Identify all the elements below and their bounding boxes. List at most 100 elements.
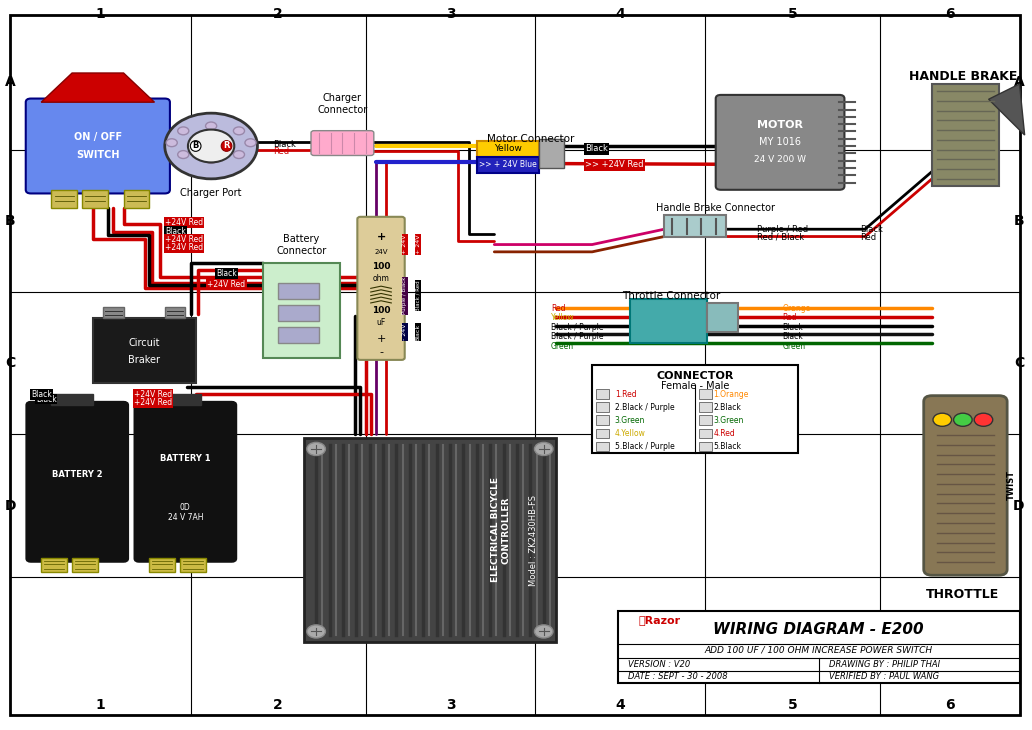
Text: +: + <box>377 232 386 242</box>
Text: 100: 100 <box>372 306 390 315</box>
Text: DATE : SEPT - 30 - 2008: DATE : SEPT - 30 - 2008 <box>628 672 728 681</box>
Circle shape <box>307 625 325 638</box>
Text: 6: 6 <box>945 698 955 712</box>
Text: +: + <box>377 334 386 345</box>
Text: B: B <box>5 214 15 228</box>
FancyBboxPatch shape <box>716 95 844 190</box>
Text: +24V Red: +24V Red <box>165 235 203 244</box>
Circle shape <box>178 127 189 135</box>
Text: D: D <box>5 499 17 512</box>
Text: Black / Red: Black / Red <box>416 280 421 311</box>
Text: MY 1016: MY 1016 <box>760 137 801 147</box>
Circle shape <box>245 139 256 147</box>
Circle shape <box>307 442 325 456</box>
Circle shape <box>974 413 993 426</box>
Text: WIRING DIAGRAM - E200: WIRING DIAGRAM - E200 <box>713 622 924 637</box>
Text: ⓇRazor: ⓇRazor <box>639 615 680 626</box>
Text: Black: Black <box>165 227 186 236</box>
Text: Handle Brake Connector: Handle Brake Connector <box>656 203 775 213</box>
Circle shape <box>535 442 553 456</box>
Text: 3.Green: 3.Green <box>615 416 645 425</box>
Text: 5: 5 <box>788 698 798 712</box>
Text: ADD 100 UF / 100 OHM INCREASE POWER SWITCH: ADD 100 UF / 100 OHM INCREASE POWER SWIT… <box>705 645 933 654</box>
Text: Black: Black <box>31 390 52 399</box>
Text: 4: 4 <box>615 7 625 21</box>
Circle shape <box>188 130 234 162</box>
Text: Braker: Braker <box>128 356 160 365</box>
Bar <box>303 438 556 642</box>
Bar <box>72 558 98 572</box>
Circle shape <box>205 122 217 130</box>
Text: BATTERY 2: BATTERY 2 <box>52 469 102 479</box>
Text: 24 V 200 W: 24 V 200 W <box>754 155 806 164</box>
Bar <box>592 365 798 453</box>
Text: Circuit: Circuit <box>128 337 160 347</box>
Bar <box>52 190 77 208</box>
Circle shape <box>933 413 952 426</box>
Text: THROTTLE: THROTTLE <box>927 588 999 602</box>
Bar <box>539 139 565 168</box>
Text: 2.Black: 2.Black <box>714 403 742 412</box>
Text: VERSION : V20: VERSION : V20 <box>628 660 690 669</box>
Text: A: A <box>1013 75 1025 89</box>
Text: VERIFIED BY : PAUL WANG: VERIFIED BY : PAUL WANG <box>829 672 939 681</box>
Text: - 24V: - 24V <box>402 324 408 340</box>
Text: Green: Green <box>782 342 806 350</box>
Text: Red: Red <box>860 233 876 242</box>
Text: ELECTRICAL BICYCLE
CONTROLLER: ELECTRICAL BICYCLE CONTROLLER <box>491 477 510 583</box>
Text: Orange: Orange <box>782 304 811 312</box>
Polygon shape <box>41 73 155 102</box>
Bar <box>477 141 539 157</box>
Bar <box>160 394 201 405</box>
Bar <box>618 611 1020 683</box>
Bar <box>665 215 725 237</box>
Text: Red: Red <box>551 304 566 312</box>
Bar <box>700 429 712 438</box>
Text: D: D <box>1013 499 1025 512</box>
Text: B: B <box>193 142 199 150</box>
Text: C: C <box>5 356 15 370</box>
Bar <box>93 318 196 383</box>
Bar <box>165 307 186 318</box>
Text: 5: 5 <box>788 7 798 21</box>
Bar <box>83 190 108 208</box>
Bar <box>124 190 150 208</box>
Text: HANDLE BRAKE: HANDLE BRAKE <box>908 70 1018 83</box>
Circle shape <box>233 150 245 158</box>
Bar <box>596 402 609 412</box>
Circle shape <box>165 113 257 179</box>
Text: Black / Purple: Black / Purple <box>551 332 604 341</box>
Text: Black: Black <box>782 323 803 331</box>
Text: 3: 3 <box>446 698 455 712</box>
FancyBboxPatch shape <box>27 402 128 561</box>
Text: TWIST: TWIST <box>1007 470 1017 501</box>
Text: Red: Red <box>272 147 289 156</box>
Text: Charger
Connector: Charger Connector <box>317 93 367 115</box>
Text: CONNECTOR: CONNECTOR <box>656 371 734 381</box>
Polygon shape <box>989 84 1025 135</box>
Bar <box>700 442 712 451</box>
Text: +24V Red: +24V Red <box>134 390 172 399</box>
Text: 1.Orange: 1.Orange <box>714 390 749 399</box>
Text: DRAWING BY : PHILIP THAI: DRAWING BY : PHILIP THAI <box>829 660 940 669</box>
Text: Black / Purple: Black / Purple <box>551 323 604 331</box>
Text: A: A <box>5 75 15 89</box>
Text: Red: Red <box>782 313 797 322</box>
Text: 4.Red: 4.Red <box>714 429 736 438</box>
Bar <box>932 84 999 186</box>
Text: BATTERY 1: BATTERY 1 <box>160 454 211 464</box>
FancyBboxPatch shape <box>311 131 374 155</box>
Text: Throttle Connector: Throttle Connector <box>622 291 720 301</box>
Text: + 24V: + 24V <box>416 235 421 254</box>
Text: + 24V: + 24V <box>402 235 408 254</box>
Text: 100: 100 <box>372 262 390 271</box>
Text: Black: Black <box>36 395 57 404</box>
Text: 6: 6 <box>945 7 955 21</box>
Bar <box>596 442 609 451</box>
Text: SWITCH: SWITCH <box>76 150 120 160</box>
Text: Red / Black: Red / Black <box>756 233 804 242</box>
Bar <box>278 305 319 321</box>
Bar <box>596 429 609 438</box>
Text: B: B <box>1014 214 1025 228</box>
Text: ohm: ohm <box>373 274 389 283</box>
